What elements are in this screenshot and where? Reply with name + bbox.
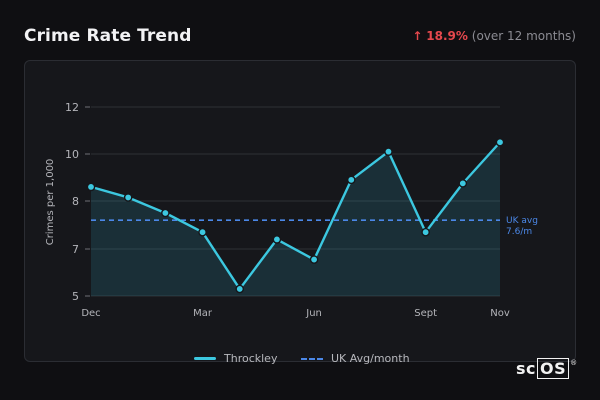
- change-indicator: ↑ 18.9% (over 12 months): [412, 29, 576, 43]
- data-point-aug: [384, 147, 393, 156]
- page-title: Crime Rate Trend: [24, 26, 192, 46]
- change-period: (over 12 months): [471, 29, 576, 43]
- trend-up-icon: ↑: [412, 29, 423, 43]
- y-axis-label: Crimes per 1,000: [45, 159, 56, 246]
- data-point-feb: [161, 208, 170, 218]
- data-point-apr: [235, 284, 245, 294]
- data-point-jun: [309, 255, 319, 264]
- uk-average-label: UK avg: [506, 216, 538, 226]
- legend-swatch-line: [194, 357, 216, 360]
- data-point-may: [272, 235, 282, 244]
- chart-legend: Throckley UK Avg/month: [0, 352, 600, 372]
- legend-item-throckley[interactable]: Throckley: [194, 352, 277, 365]
- data-point-jan: [123, 193, 133, 202]
- y-tick-label-12: 12: [65, 101, 79, 114]
- data-point-jul: [346, 175, 356, 185]
- y-tick-label-7: 7: [72, 243, 79, 256]
- legend-label-throckley: Throckley: [224, 352, 278, 365]
- x-tick-label-sept: Sept: [414, 308, 437, 319]
- chart-card: [24, 60, 576, 362]
- series-area-throckley: [91, 142, 500, 296]
- data-point-sept: [421, 227, 430, 237]
- legend-label-uk-avg: UK Avg/month: [331, 352, 410, 365]
- y-tick-label-10: 10: [65, 148, 79, 161]
- change-value: 18.9%: [426, 29, 468, 43]
- x-tick-label-mar: Mar: [193, 308, 213, 319]
- uk-average-value-label: 7.6/m: [506, 227, 532, 237]
- brand-logo: sc OS ®: [516, 358, 578, 379]
- chart-header: Crime Rate Trend ↑ 18.9% (over 12 months…: [24, 26, 576, 48]
- brand-prefix: sc: [516, 359, 537, 378]
- brand-mark: ®: [570, 359, 578, 367]
- data-point-oct: [458, 179, 468, 188]
- y-tick-label-5: 5: [72, 290, 79, 303]
- y-tick-label-8: 8: [72, 195, 79, 208]
- data-point-dec: [86, 182, 96, 192]
- legend-swatch-dashed: [301, 357, 323, 360]
- x-tick-label-jun: Jun: [305, 308, 322, 319]
- brand-boxed: OS: [537, 358, 570, 379]
- x-tick-label-dec: Dec: [81, 308, 100, 319]
- data-point-mar: [198, 227, 207, 237]
- data-point-nov: [495, 137, 505, 147]
- series-line-throckley: [89, 141, 502, 291]
- x-tick-label-nov: Nov: [490, 308, 510, 319]
- legend-item-uk-avg[interactable]: UK Avg/month: [301, 352, 410, 365]
